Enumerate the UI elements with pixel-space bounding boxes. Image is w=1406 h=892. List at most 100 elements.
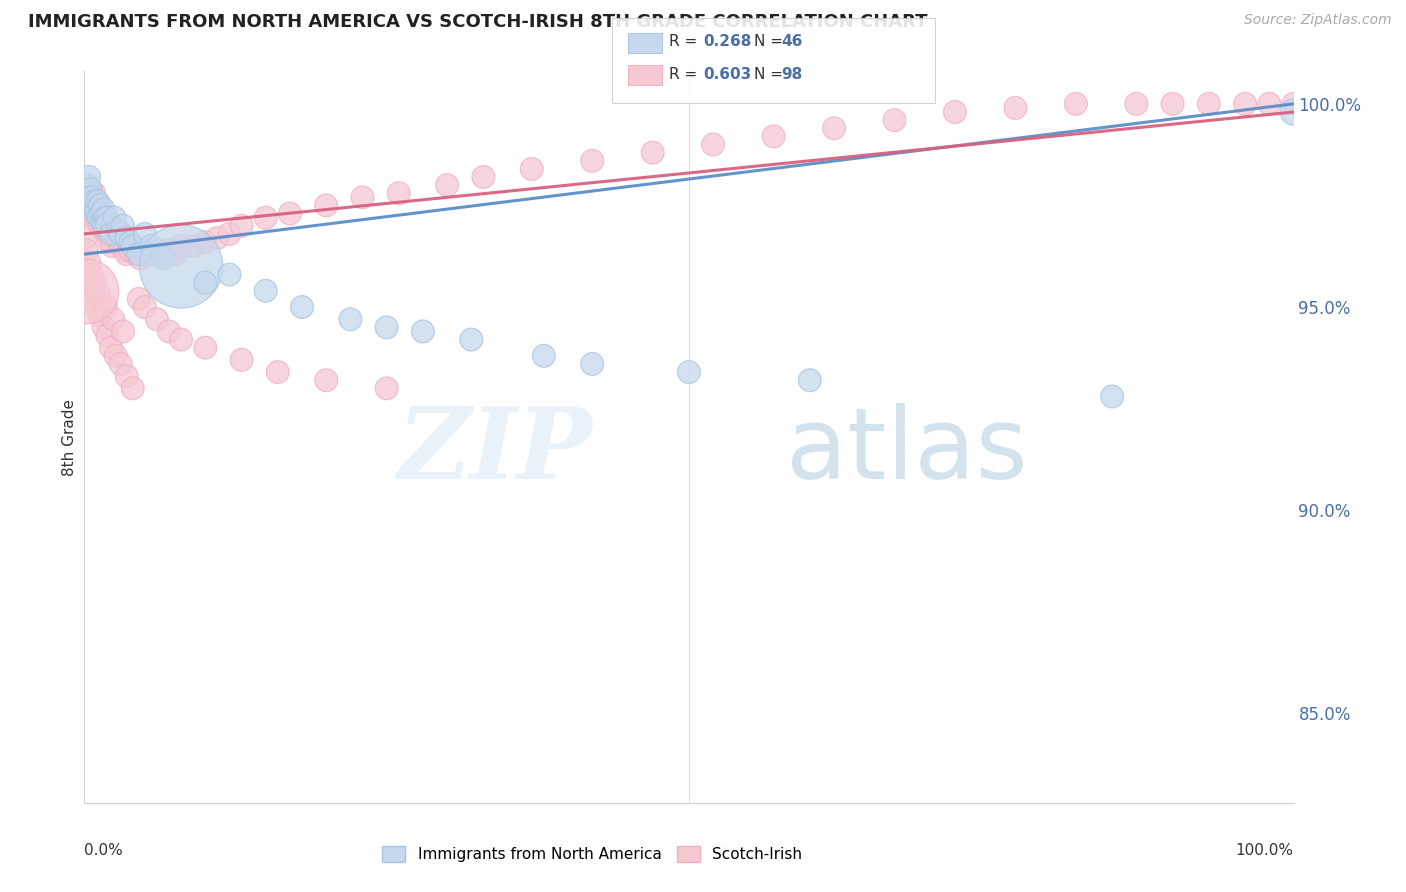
Point xyxy=(121,381,143,395)
Point xyxy=(152,247,174,261)
Point xyxy=(375,320,398,334)
Point xyxy=(86,206,108,220)
Text: IMMIGRANTS FROM NORTH AMERICA VS SCOTCH-IRISH 8TH GRADE CORRELATION CHART: IMMIGRANTS FROM NORTH AMERICA VS SCOTCH-… xyxy=(28,13,928,31)
Point xyxy=(97,223,120,237)
Point xyxy=(146,312,169,326)
Point xyxy=(82,292,104,306)
Point xyxy=(1125,96,1147,111)
Text: ZIP: ZIP xyxy=(398,403,592,500)
Point xyxy=(1004,101,1026,115)
Point xyxy=(89,198,111,212)
Point xyxy=(823,121,845,136)
Point xyxy=(267,365,290,379)
Point xyxy=(79,182,101,196)
Point xyxy=(112,219,135,233)
Point xyxy=(472,169,495,184)
Point xyxy=(98,235,121,249)
Point xyxy=(110,227,132,241)
Point xyxy=(278,206,301,220)
Point xyxy=(112,325,135,339)
Point xyxy=(121,239,143,253)
Point xyxy=(339,312,361,326)
Point xyxy=(139,247,162,261)
Point xyxy=(128,292,150,306)
Text: 98: 98 xyxy=(782,67,803,81)
Point xyxy=(76,186,98,201)
Point xyxy=(134,243,156,257)
Point xyxy=(86,300,108,314)
Point xyxy=(100,227,122,241)
Point xyxy=(1282,105,1305,120)
Point xyxy=(75,231,97,245)
Point xyxy=(77,268,100,282)
Point xyxy=(1064,96,1087,111)
Point xyxy=(125,247,148,261)
Point xyxy=(83,194,105,209)
Point xyxy=(412,325,434,339)
Point xyxy=(291,300,314,314)
Point xyxy=(943,105,966,120)
Point xyxy=(207,231,229,245)
Text: atlas: atlas xyxy=(786,403,1028,500)
Point xyxy=(581,153,603,168)
Point xyxy=(520,161,543,176)
Point xyxy=(107,223,129,237)
Point xyxy=(76,243,98,257)
Legend: Immigrants from North America, Scotch-Irish: Immigrants from North America, Scotch-Ir… xyxy=(377,840,808,868)
Point xyxy=(352,190,374,204)
Point xyxy=(146,243,169,257)
Point xyxy=(641,145,664,160)
Point xyxy=(94,219,117,233)
Point xyxy=(436,178,458,193)
Point xyxy=(218,227,240,241)
Text: 0.0%: 0.0% xyxy=(84,843,124,858)
Point xyxy=(96,227,118,241)
Point xyxy=(86,194,108,209)
Point xyxy=(121,239,143,253)
Point xyxy=(87,206,110,220)
Point xyxy=(194,341,217,355)
Point xyxy=(157,325,180,339)
Point xyxy=(194,235,217,249)
Point xyxy=(100,227,122,241)
Point xyxy=(83,186,105,201)
Point xyxy=(388,186,411,201)
Point xyxy=(75,284,97,298)
Point xyxy=(94,219,117,233)
Point xyxy=(91,215,114,229)
Point xyxy=(83,276,105,290)
Point xyxy=(84,198,107,212)
Point xyxy=(231,352,253,367)
Point xyxy=(170,239,193,253)
Point xyxy=(1101,389,1123,403)
Point xyxy=(1161,96,1184,111)
Text: Source: ZipAtlas.com: Source: ZipAtlas.com xyxy=(1244,13,1392,28)
Point xyxy=(103,312,125,326)
Point xyxy=(254,284,277,298)
Text: 0.268: 0.268 xyxy=(703,35,751,49)
Point xyxy=(96,211,118,225)
Point xyxy=(115,231,138,245)
Point xyxy=(80,202,103,217)
Point xyxy=(702,137,724,152)
Point xyxy=(80,268,103,282)
Text: R =: R = xyxy=(669,67,703,81)
Point xyxy=(97,219,120,233)
Text: N =: N = xyxy=(754,67,787,81)
Point xyxy=(84,206,107,220)
Point xyxy=(533,349,555,363)
Point xyxy=(77,186,100,201)
Point xyxy=(120,235,142,249)
Point xyxy=(120,243,142,257)
Point xyxy=(170,333,193,347)
Point xyxy=(1198,96,1220,111)
Point xyxy=(104,219,127,233)
Point xyxy=(152,252,174,266)
Point xyxy=(100,341,122,355)
Point xyxy=(129,252,152,266)
Point xyxy=(87,211,110,225)
Point xyxy=(89,308,111,322)
Point xyxy=(315,198,337,212)
Text: R =: R = xyxy=(669,35,703,49)
Point xyxy=(315,373,337,387)
